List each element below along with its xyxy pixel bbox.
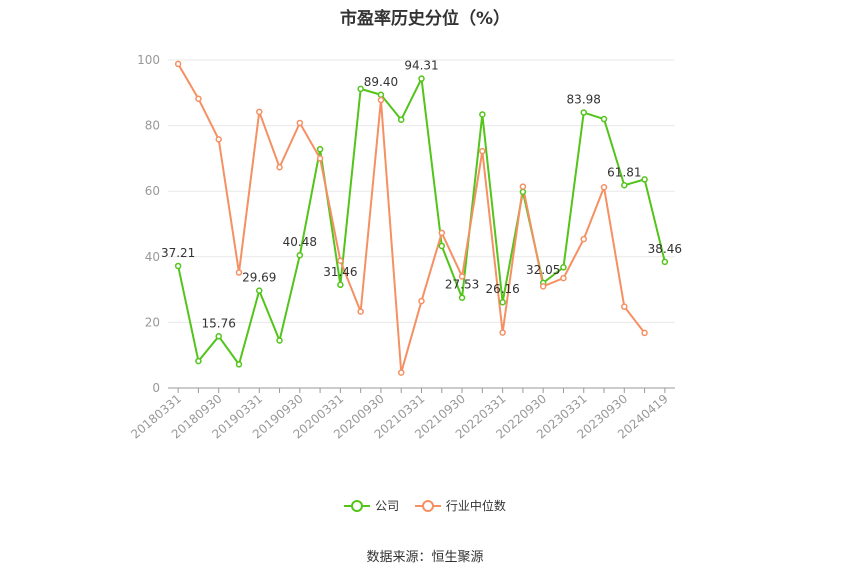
point-industry	[256, 108, 263, 116]
point-company	[661, 258, 669, 266]
point-industry	[195, 95, 202, 102]
point-company	[296, 251, 304, 259]
data-label-company: 38.46	[648, 242, 682, 256]
point-company	[215, 333, 222, 340]
point-industry	[600, 184, 608, 191]
point-industry	[276, 164, 283, 171]
point-company	[519, 188, 527, 196]
point-industry	[337, 257, 344, 264]
data-label-company: 27.53	[445, 278, 479, 292]
data-label-company: 31.46	[323, 265, 357, 279]
y-tick-label: 100	[137, 53, 160, 67]
point-company	[256, 287, 263, 294]
point-company	[580, 109, 587, 116]
data-label-company: 29.69	[242, 271, 276, 285]
point-industry	[316, 155, 324, 162]
point-industry	[621, 303, 628, 310]
data-label-company: 40.48	[283, 235, 317, 249]
data-label-company: 94.31	[404, 59, 438, 73]
data-label-company: 26.16	[485, 282, 519, 296]
point-company	[174, 262, 182, 270]
legend-item-company[interactable]: 公司	[344, 497, 399, 514]
series-line-industry	[177, 63, 646, 374]
y-tick-label: 80	[145, 119, 160, 133]
point-company	[397, 116, 405, 123]
y-tick-label: 40	[145, 250, 160, 264]
point-company	[499, 298, 506, 306]
point-company	[377, 91, 385, 99]
series-lines	[174, 60, 669, 376]
point-industry	[357, 308, 364, 315]
point-industry	[641, 329, 648, 337]
data-label-company: 89.40	[364, 75, 398, 89]
chart-title: 市盈率历史分位（%）	[339, 9, 511, 29]
point-company	[479, 111, 486, 118]
point-company	[641, 176, 648, 183]
point-company	[600, 115, 608, 123]
legend-company-label: 公司	[375, 499, 400, 513]
axes: 0204060801002018033120180930201903312019…	[128, 53, 675, 442]
y-tick-label: 0	[152, 381, 160, 395]
point-industry	[519, 183, 527, 190]
point-industry	[560, 274, 567, 282]
point-industry	[438, 229, 446, 237]
y-tick-label: 20	[145, 315, 160, 329]
legend-industry-label: 行业中位数	[445, 499, 506, 513]
point-company	[337, 281, 344, 289]
data-label-company: 15.76	[202, 316, 236, 330]
point-industry	[499, 329, 506, 336]
legend-industry-marker-icon	[414, 499, 441, 513]
data-label-company: 32.05	[526, 263, 560, 277]
data-labels: 37.21 15.76 29.69 40.48 31.46 89.40 94.31 27.53…	[161, 59, 682, 331]
series-line-company	[177, 77, 666, 366]
legend-company-marker-icon	[344, 499, 371, 513]
point-industry	[296, 119, 304, 127]
point-industry	[215, 136, 222, 143]
point-industry	[235, 269, 243, 276]
point-company	[621, 182, 628, 189]
data-label-company: 61.81	[607, 165, 641, 179]
point-industry	[458, 273, 466, 280]
data-label-company: 37.21	[161, 246, 195, 260]
point-company	[560, 264, 567, 271]
legend-item-industry[interactable]: 行业中位数	[414, 497, 506, 514]
point-company	[195, 357, 202, 365]
point-industry	[397, 369, 405, 376]
point-industry	[174, 60, 182, 68]
source-note: 数据来源：恒生聚源	[366, 550, 484, 565]
grid-lines	[168, 59, 675, 323]
data-label-company: 83.98	[567, 93, 601, 107]
point-company	[357, 85, 364, 93]
point-industry	[418, 297, 425, 305]
point-company	[418, 75, 425, 82]
legend: 公司 行业中位数	[0, 497, 850, 516]
point-industry	[539, 283, 547, 290]
point-industry	[580, 235, 587, 243]
point-company	[276, 337, 283, 344]
y-tick-label: 60	[145, 184, 160, 198]
point-industry	[479, 147, 486, 155]
point-company	[316, 145, 324, 153]
point-company	[458, 294, 466, 301]
point-industry	[377, 96, 385, 104]
point-company	[438, 242, 446, 250]
point-company	[235, 361, 243, 368]
